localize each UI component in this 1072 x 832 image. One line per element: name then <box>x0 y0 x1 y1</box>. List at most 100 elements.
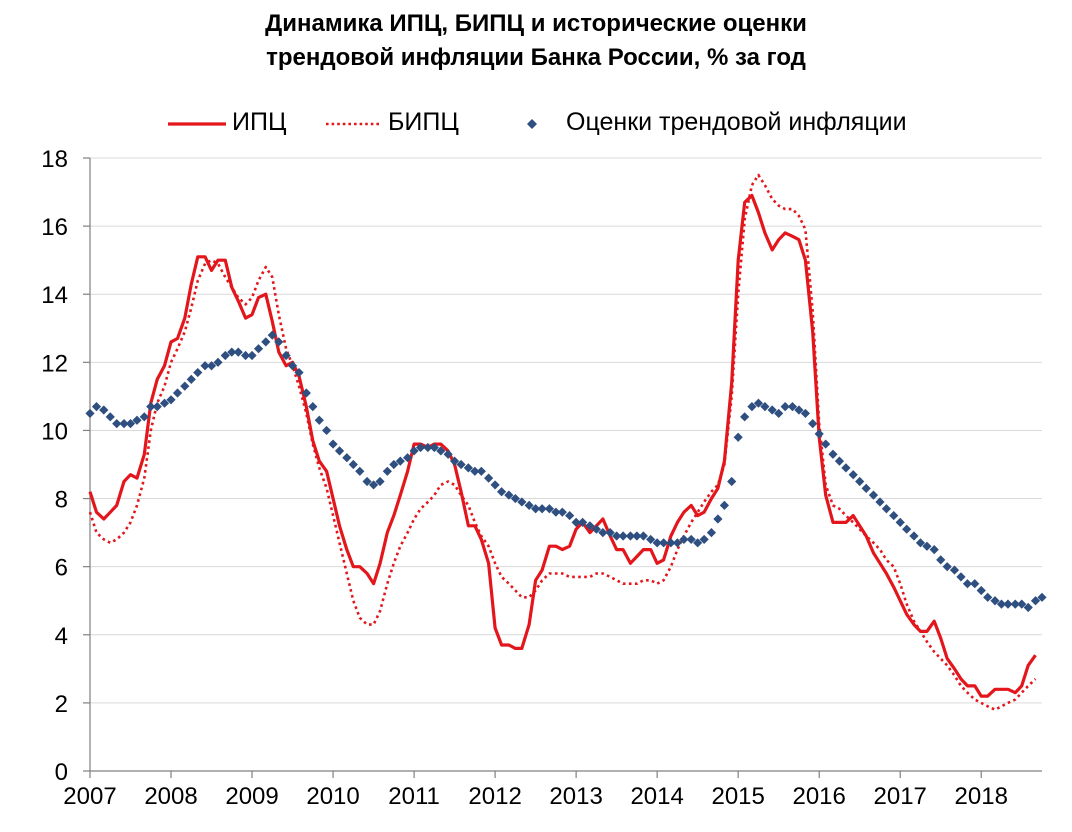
trend-inflation-point <box>496 487 507 497</box>
trend-inflation-point <box>800 408 811 419</box>
trend-inflation-point <box>456 459 466 470</box>
trend-inflation-point <box>132 415 142 425</box>
trend-inflation-point <box>429 442 439 453</box>
legend-swatch-cpi-solid-line <box>168 122 226 126</box>
trend-inflation-point <box>699 534 709 545</box>
trend-inflation-point <box>808 419 818 429</box>
x-tick-label: 2017 <box>874 783 927 810</box>
trend-inflation-point <box>889 510 899 521</box>
y-tick-label: 16 <box>41 214 68 241</box>
trend-inflation-point <box>1003 599 1013 609</box>
trend-inflation-point <box>85 408 95 419</box>
trend-inflation-point <box>166 395 176 405</box>
trend-inflation-point <box>922 541 932 551</box>
trend-inflation-point <box>524 500 534 510</box>
trend-inflation-point <box>362 476 372 487</box>
legend-label-cpi: ИПЦ <box>232 108 287 136</box>
trend-inflation-point <box>578 517 588 527</box>
trend-inflation-point <box>659 538 669 548</box>
trend-inflation-point <box>733 432 743 442</box>
trend-inflation-point <box>679 534 689 545</box>
trend-inflation-point <box>342 453 352 463</box>
x-tick-label: 2008 <box>144 783 197 810</box>
trend-inflation-point <box>281 350 291 361</box>
y-tick-label: 8 <box>55 487 68 514</box>
x-tick-label: 2009 <box>225 783 278 810</box>
trend-inflation-point <box>652 538 662 548</box>
trend-inflation-point <box>517 497 527 507</box>
trend-inflation-point <box>747 402 757 412</box>
trend-inflation-point <box>693 538 703 548</box>
trend-inflation-point <box>213 357 223 367</box>
core-cpi-line <box>88 173 1037 711</box>
trend-inflation-point <box>618 531 628 541</box>
trend-inflation-point <box>206 361 217 371</box>
trend-inflation-point <box>348 459 358 470</box>
trend-inflation-point <box>240 350 251 361</box>
x-tick-label: 2011 <box>388 783 440 810</box>
trend-inflation-point <box>1010 599 1020 609</box>
trend-inflation-point <box>91 402 102 412</box>
trend-inflation-point <box>321 425 332 436</box>
trend-inflation-point <box>571 517 581 527</box>
trend-inflation-point <box>395 456 405 466</box>
y-tick-label: 0 <box>55 759 68 786</box>
trend-inflation-point <box>172 388 183 398</box>
trend-inflation-point <box>1030 596 1041 606</box>
trend-inflation-point <box>727 476 737 487</box>
trend-inflation-point <box>949 565 960 575</box>
x-tick-label: 2012 <box>468 783 521 810</box>
y-tick-label: 6 <box>55 555 68 582</box>
trend-inflation-point <box>119 419 129 429</box>
trend-inflation-point <box>267 330 277 340</box>
trend-inflation-point <box>314 415 324 425</box>
trend-inflation-point <box>821 439 831 449</box>
trend-inflation-point <box>557 507 567 517</box>
trend-inflation-point <box>125 419 136 429</box>
x-tick-label: 2007 <box>63 783 116 810</box>
trend-inflation-point <box>828 449 838 459</box>
trend-inflation-point <box>666 538 676 548</box>
trend-inflation-point <box>915 538 926 548</box>
trend-inflation-point <box>287 361 298 371</box>
trend-inflation-point <box>247 350 257 361</box>
trend-inflation-point <box>686 534 696 545</box>
trend-inflation-point <box>463 463 473 473</box>
trend-inflation-point <box>274 337 284 347</box>
trend-inflation-point <box>996 599 1007 609</box>
trend-inflation-point <box>753 398 764 408</box>
trend-inflation-point <box>956 572 966 582</box>
trend-inflation-point <box>159 398 170 408</box>
trend-inflation-point <box>186 374 196 384</box>
x-tick-label: 2014 <box>630 783 683 810</box>
trend-inflation-point <box>565 510 575 521</box>
trend-inflation-point <box>625 531 636 541</box>
trend-inflation-point <box>585 521 595 531</box>
trend-inflation-point <box>713 514 723 524</box>
trend-inflation-point <box>200 361 210 371</box>
y-tick-label: 2 <box>55 691 68 718</box>
trend-inflation-point <box>895 517 905 527</box>
trend-inflation-point <box>990 596 1000 606</box>
trend-inflation-point <box>719 500 729 510</box>
trend-inflation-point <box>476 466 486 476</box>
trend-inflation-point <box>970 579 980 589</box>
y-tick-label: 12 <box>41 350 68 377</box>
trend-inflation-point <box>531 504 541 514</box>
y-tick-label: 18 <box>41 146 68 173</box>
trend-inflation-point <box>139 412 149 422</box>
trend-inflation-point <box>848 470 858 480</box>
trend-inflation-point <box>787 402 798 412</box>
chart-title-line-2: трендовой инфляции Банка России, % за го… <box>266 44 806 71</box>
trend-inflation-point <box>328 439 338 449</box>
trend-inflation-point <box>355 466 365 476</box>
trend-inflation-point <box>861 483 871 493</box>
trend-inflation-point <box>415 442 426 453</box>
trend-inflation-point <box>193 367 203 378</box>
cpi-line <box>88 193 1037 698</box>
trend-inflation-point <box>598 528 608 538</box>
trend-inflation-point <box>368 480 379 490</box>
trend-inflation-point <box>962 579 973 589</box>
